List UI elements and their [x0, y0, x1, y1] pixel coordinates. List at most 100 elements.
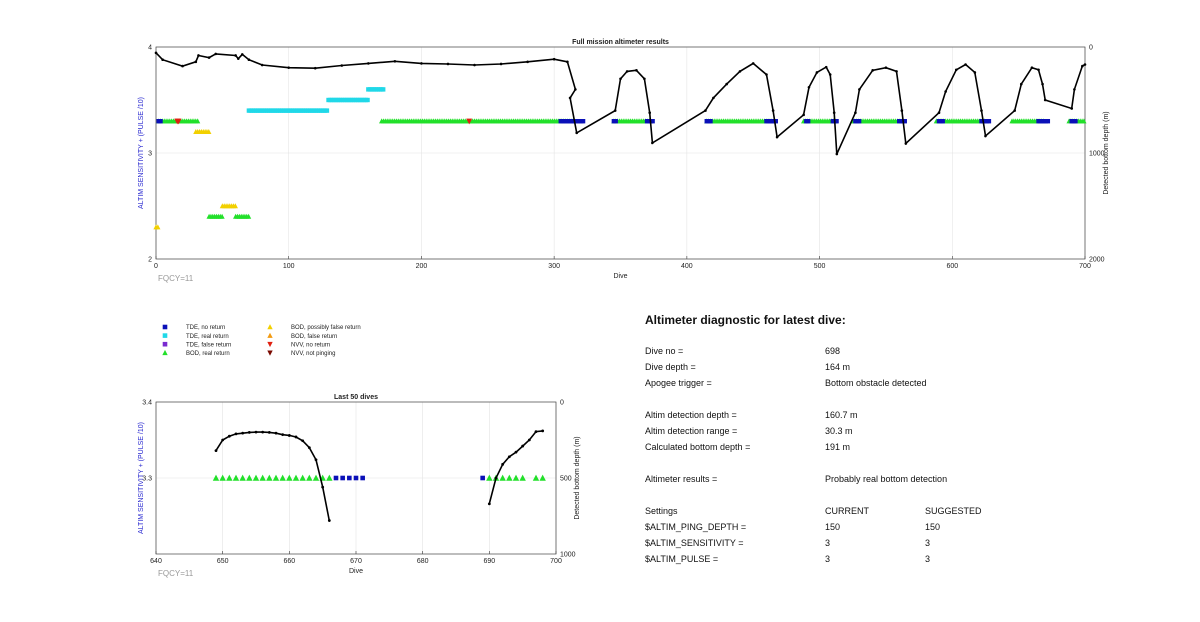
results-value: Probably real bottom detection	[825, 474, 948, 484]
bottom-depth-point	[281, 433, 285, 437]
top-depth-point	[712, 96, 715, 100]
top-depth-point	[197, 54, 200, 57]
bottom-depth-point	[501, 462, 505, 466]
legend-label-6: NVV, no return	[291, 342, 330, 348]
top-depth-point	[1083, 63, 1087, 66]
bottom-marker-bod-real	[512, 474, 520, 481]
bottom-depth-point	[221, 438, 225, 442]
bottom-ytick-label-0: 3.3	[142, 476, 152, 483]
bottom-marker-bod-real	[312, 474, 320, 481]
top-marker-tde_no	[773, 119, 778, 124]
bottom-y2tick-label-1: 500	[560, 476, 572, 483]
bottom-xlabel: Dive	[349, 568, 363, 575]
bottom-depth-point	[267, 431, 271, 434]
top-depth-point	[854, 111, 857, 115]
dive-no-value: 698	[825, 346, 841, 356]
top-ytick-label-2: 4	[148, 45, 152, 52]
dive-no-row: Dive no = 698	[645, 343, 1165, 359]
top-marker-tde_no	[902, 119, 907, 124]
legend-marker-nvv_not_pinging	[267, 350, 273, 356]
top-depth-point	[566, 60, 569, 64]
bottom-frame	[155, 401, 557, 555]
top-marker-tde_no	[158, 119, 163, 124]
detect-range-row: Altim detection range = 30.3 m	[645, 423, 1165, 439]
top-depth-point	[526, 60, 529, 64]
bottom-xtick-label-1: 650	[217, 558, 229, 565]
top-depth-point	[446, 62, 450, 66]
top-marker-tde_no	[708, 119, 713, 124]
top-depth-point	[775, 135, 779, 139]
top-depth-point	[871, 69, 874, 72]
top-marker-tde_no	[940, 119, 945, 124]
bottom-y2label: Detected bottom depth (m)	[574, 436, 581, 519]
bottom-marker-tde-no	[480, 475, 485, 481]
apogee-value: Bottom obstacle detected	[825, 378, 927, 388]
top-depth-point	[287, 66, 291, 69]
results-row: Altimeter results = Probably real bottom …	[645, 471, 1165, 487]
bottom-depth-point	[507, 455, 511, 459]
bottom-xtick-label-3: 670	[350, 558, 362, 565]
bottom-marker-bod-real	[239, 474, 246, 481]
legend-label-3: BOD, real return	[186, 351, 230, 357]
bottom-depth-point	[254, 430, 258, 434]
bottom-marker-tde-no	[347, 475, 352, 481]
top-y2tick-label-2: 2000	[1089, 257, 1105, 264]
bottom-marker-bod-real	[232, 474, 240, 481]
bottom-marker-tde-no	[353, 475, 359, 481]
bottom-depth-point	[234, 432, 238, 436]
top-depth-point	[619, 77, 622, 81]
bottom-marker-bod-real	[286, 474, 293, 481]
top-xlabel: Dive	[613, 273, 627, 280]
top-depth-point	[984, 134, 987, 138]
bottom-marker-bod-real	[279, 474, 286, 481]
detect-range-value: 30.3 m	[825, 426, 853, 436]
bottom-title: Last 50 dives	[334, 394, 378, 401]
bottom-depth-point	[527, 438, 531, 442]
top-marker-tde_no	[580, 119, 586, 124]
calc-depth-value: 191 m	[825, 442, 851, 452]
top-y2label: Detected bottom depth (m)	[1103, 111, 1110, 194]
legend-marker-tde_real	[162, 333, 168, 338]
top-depth-point	[1019, 82, 1023, 86]
bottom-marker-bod-real	[272, 474, 280, 481]
legend-marker-bod_false	[267, 332, 273, 338]
top-xtick-label-3: 300	[548, 263, 560, 270]
legend-label-1: TDE, real return	[186, 334, 229, 340]
top-depth-point	[704, 109, 707, 112]
top-depth-point	[575, 131, 579, 135]
top-xtick-label-0: 0	[154, 263, 158, 270]
legend-label-4: BOD, possibly false return	[291, 325, 361, 331]
top-marker-tde_no	[856, 119, 862, 124]
bottom-depth-point	[534, 430, 538, 434]
bottom-xtick-label-0: 640	[150, 558, 162, 565]
bottom-marker-bod-real	[519, 474, 526, 481]
top-marker-tde_real	[365, 97, 370, 103]
top-depth-point	[260, 63, 264, 67]
legend-marker-bod_possibly_false	[267, 324, 273, 330]
top-marker-tde_real	[381, 87, 386, 92]
top-frame	[155, 46, 1086, 260]
top-ylabel: ALTIM SENSITIVITY + (PULSE /10)	[138, 97, 145, 209]
top-depth-point	[234, 54, 237, 57]
bottom-depth-point	[214, 449, 218, 453]
bottom-depth-point	[307, 446, 311, 449]
bottom-depth-point	[494, 476, 498, 480]
top-marker-bod_possibly_false	[206, 129, 212, 134]
top-xtick-label-6: 600	[946, 263, 958, 270]
bottom-depth-point	[294, 435, 298, 439]
top-depth-point	[1037, 68, 1040, 72]
setting-row-ping-depth: $ALTIM_PING_DEPTH = 150 150	[645, 522, 941, 532]
top-depth-point	[954, 68, 958, 72]
bottom-marker-bod-real	[306, 474, 313, 481]
detect-depth-value: 160.7 m	[825, 410, 858, 420]
top-depth-point	[574, 88, 577, 91]
bottom-depth-point	[541, 429, 545, 433]
top-ytick-label-0: 2	[148, 257, 152, 264]
bottom-marker-bod-real	[299, 474, 306, 481]
top-depth-point	[807, 85, 811, 89]
bottom-marker-bod-real	[266, 474, 273, 481]
bottom-marker-bod-real	[226, 474, 233, 481]
top-depth-point	[499, 62, 503, 66]
bottom-marker-bod-real	[292, 474, 300, 481]
top-marker-tde_no	[834, 119, 839, 124]
